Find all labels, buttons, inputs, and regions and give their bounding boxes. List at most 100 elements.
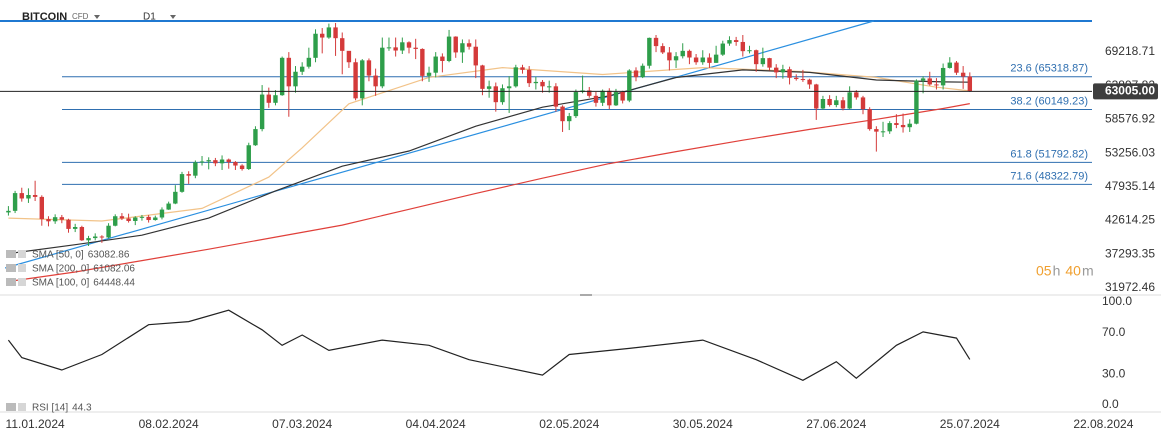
- candle-body: [700, 57, 705, 63]
- candle-body: [166, 203, 171, 210]
- y-tick-label: 31972.46: [1105, 280, 1155, 294]
- candle-body: [246, 145, 251, 170]
- candle-body: [573, 92, 579, 117]
- candle-body: [46, 219, 51, 222]
- candle-body: [353, 62, 358, 99]
- candle-body: [693, 57, 699, 63]
- candle-body: [914, 80, 919, 124]
- candle-body: [173, 191, 178, 204]
- candle-body: [133, 217, 138, 221]
- candle-body: [600, 90, 605, 103]
- candle-body: [660, 46, 665, 53]
- dropdown-arrow[interactable]: [170, 15, 176, 19]
- candle-body: [647, 37, 652, 66]
- y-tick-label: 47935.14: [1105, 179, 1155, 193]
- candle-body: [186, 174, 191, 176]
- candle-body: [179, 174, 185, 192]
- candle-body: [460, 43, 465, 53]
- candle-body: [373, 75, 378, 87]
- candle-body: [794, 77, 799, 80]
- rsi-tick-label: 30.0: [1102, 366, 1126, 380]
- candle-body: [673, 56, 679, 61]
- candle-body: [199, 161, 205, 163]
- fib-level-label: 61.8 (51792.82): [1010, 148, 1088, 160]
- legend-value: 44.3: [72, 403, 92, 414]
- candle-body: [333, 27, 338, 39]
- instrument: CFD: [72, 12, 89, 21]
- rsi-tick-label: 100.0: [1102, 294, 1132, 308]
- candle-body: [326, 27, 332, 38]
- candle-body: [760, 58, 766, 65]
- candle-body: [259, 94, 265, 130]
- candle-body: [119, 216, 125, 219]
- y-tick-label: 42614.25: [1105, 213, 1155, 227]
- sma-line: [8, 103, 970, 283]
- x-tick-label: 11.01.2024: [6, 417, 65, 431]
- candle-body: [239, 165, 245, 170]
- candle-body: [774, 67, 779, 73]
- candle-body: [420, 48, 425, 76]
- candle-body: [79, 226, 85, 241]
- candle-body: [226, 159, 231, 163]
- candle-body: [940, 67, 946, 86]
- candle-body: [767, 58, 772, 68]
- candle-body: [26, 194, 31, 199]
- candle-body: [313, 33, 318, 58]
- candle-body: [139, 216, 145, 218]
- candle-body: [733, 40, 739, 42]
- y-tick-label: 37293.35: [1105, 246, 1155, 260]
- candle-body: [520, 67, 525, 70]
- legend-icon: [6, 278, 16, 286]
- resize-handle[interactable]: [580, 294, 592, 296]
- candle-body: [934, 84, 939, 86]
- candle-body: [727, 40, 732, 44]
- x-tick-label: 08.02.2024: [139, 417, 199, 431]
- legend-name: RSI [14]: [32, 403, 68, 414]
- candle-body: [506, 86, 512, 89]
- candle-body: [426, 72, 432, 76]
- candle-body: [874, 129, 879, 132]
- candle-body: [540, 81, 545, 87]
- x-tick-label: 30.05.2024: [673, 417, 733, 431]
- candle-body: [560, 106, 565, 122]
- candle-body: [213, 160, 218, 164]
- y-tick-label: 58576.92: [1105, 112, 1155, 126]
- y-tick-label: 53256.03: [1105, 145, 1155, 159]
- candle-body: [386, 47, 392, 49]
- x-tick-label: 04.04.2024: [406, 417, 466, 431]
- candle-body: [500, 88, 505, 103]
- candle-body: [480, 65, 485, 89]
- candle-body: [807, 79, 812, 85]
- candle-body: [126, 218, 131, 221]
- legend-value: 61082.06: [93, 264, 135, 275]
- timeframe[interactable]: D1: [143, 12, 156, 23]
- candle-body: [834, 100, 839, 106]
- legend-icon: [6, 250, 16, 258]
- candle-body: [960, 72, 966, 77]
- x-tick-label: 22.08.2024: [1073, 417, 1133, 431]
- dropdown-arrow[interactable]: [94, 15, 100, 19]
- countdown: m: [1082, 263, 1094, 279]
- candle-body: [366, 60, 372, 76]
- candle-body: [393, 47, 398, 51]
- candle-body: [52, 217, 58, 222]
- last-price-label: 63005.00: [1105, 84, 1155, 98]
- candle-body: [667, 52, 672, 61]
- candle-body: [340, 38, 345, 51]
- candle-body: [99, 236, 105, 238]
- candle-body: [740, 41, 746, 52]
- candle-body: [613, 92, 619, 106]
- legend-icon: [18, 264, 26, 272]
- candle-body: [113, 216, 118, 226]
- candle-body: [867, 109, 872, 130]
- candle-body: [907, 123, 912, 128]
- candle-body: [473, 46, 478, 66]
- candle-body: [894, 123, 899, 125]
- fib-level-label: 71.6 (48322.79): [1010, 170, 1088, 182]
- candle-body: [360, 60, 365, 99]
- candle-body: [947, 62, 952, 68]
- candle-body: [787, 69, 792, 78]
- legend-icon: [18, 250, 26, 258]
